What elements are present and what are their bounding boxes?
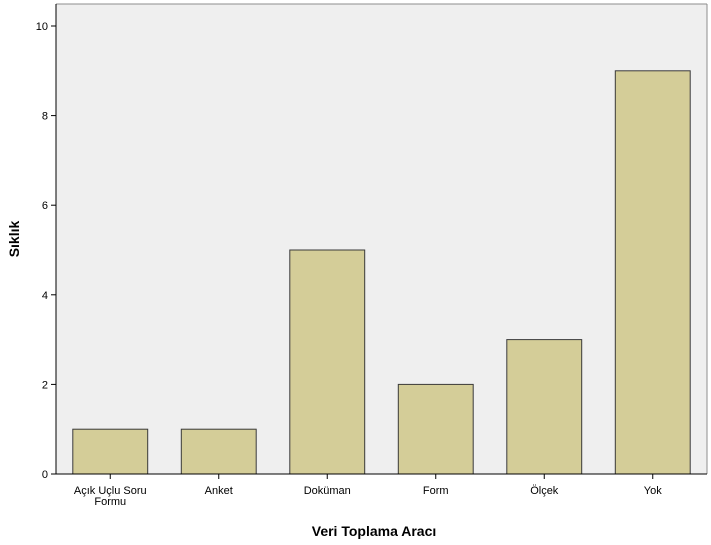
x-axis-title: Veri Toplama Aracı — [312, 523, 437, 539]
x-tick-label: Açık Uçlu Soru Formu — [74, 485, 147, 508]
x-tick-label: Anket — [205, 485, 233, 497]
bar — [506, 339, 583, 475]
bar — [289, 249, 366, 475]
x-tick-label: Ölçek — [530, 485, 559, 497]
bar — [397, 383, 474, 475]
y-tick-label: 8 — [42, 111, 48, 123]
x-tick-label: Form — [423, 485, 449, 497]
bar — [614, 70, 691, 475]
plot-area — [56, 4, 707, 474]
y-tick-label: 0 — [42, 469, 48, 481]
y-axis: 0 2 4 6 8 10 — [36, 4, 57, 481]
bar — [72, 428, 149, 475]
y-tick-label: 6 — [42, 200, 48, 212]
x-tick-label: Doküman — [304, 485, 351, 497]
y-axis-title: Sıklık — [6, 221, 22, 258]
x-tick-label: Yok — [644, 485, 662, 497]
bar — [180, 428, 257, 475]
bars-group — [72, 70, 691, 475]
y-tick-label: 2 — [42, 379, 48, 391]
y-tick-label: 4 — [42, 290, 48, 302]
y-tick-label: 10 — [36, 21, 48, 33]
x-axis: Açık Uçlu Soru Formu Anket Doküman Form Ölçek… — [56, 473, 707, 508]
